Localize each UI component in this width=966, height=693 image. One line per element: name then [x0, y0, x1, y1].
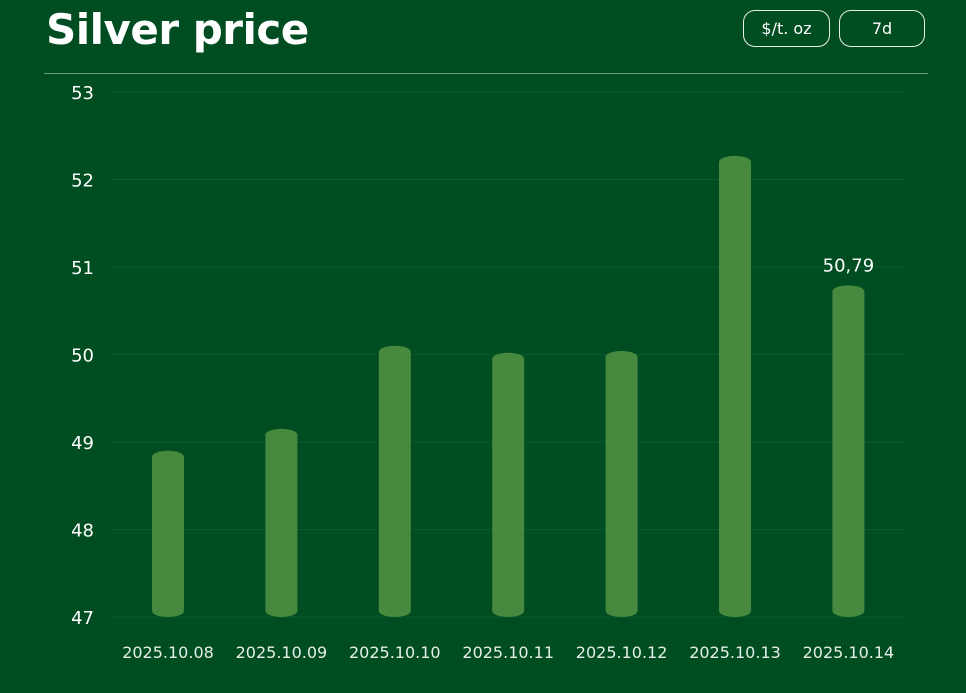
x-tick-label: 2025.10.08: [122, 643, 214, 662]
x-tick-label: 2025.10.09: [236, 643, 328, 662]
bar: [605, 351, 638, 617]
y-tick-label: 48: [71, 521, 94, 542]
bar: [719, 155, 751, 617]
bar: [152, 450, 184, 617]
y-tick-label: 52: [71, 171, 94, 192]
x-tick-label: 2025.10.10: [349, 643, 441, 662]
bar: [378, 345, 411, 617]
header-divider: [44, 73, 928, 74]
page-title: Silver price: [46, 5, 309, 54]
bar: [265, 428, 298, 617]
x-tick-label: 2025.10.14: [803, 643, 895, 662]
data-label: 50,79: [823, 255, 875, 276]
x-tick-label: 2025.10.11: [462, 643, 554, 662]
time-range-button[interactable]: 7d: [839, 10, 925, 47]
y-tick-label: 47: [71, 608, 94, 629]
x-tick-label: 2025.10.12: [576, 643, 668, 662]
y-tick-label: 51: [71, 258, 94, 279]
x-tick-label: 2025.10.13: [689, 643, 781, 662]
bar: [492, 352, 525, 617]
bar: [832, 285, 865, 617]
y-tick-label: 49: [71, 433, 94, 454]
y-tick-label: 53: [71, 83, 94, 104]
unit-selector-button[interactable]: $/t. oz: [743, 10, 830, 47]
y-tick-label: 50: [71, 346, 94, 367]
